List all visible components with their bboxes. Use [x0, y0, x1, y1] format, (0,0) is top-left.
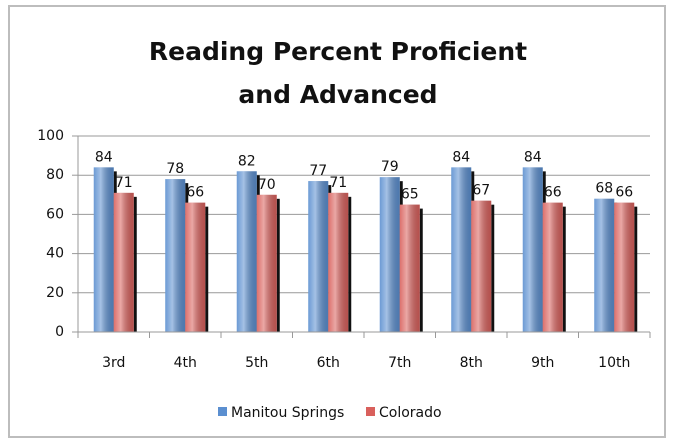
data-label: 71 — [115, 175, 133, 191]
legend-swatch — [366, 407, 375, 416]
x-tick-label: 3rd — [102, 355, 125, 371]
data-label: 84 — [95, 149, 113, 165]
x-tick-label: 4th — [174, 355, 197, 371]
bar-shine — [471, 200, 492, 332]
bar-shine — [165, 179, 186, 332]
bar-shine — [93, 167, 114, 332]
data-label: 66 — [544, 185, 562, 201]
data-label: 65 — [401, 187, 419, 203]
data-label: 84 — [524, 149, 542, 165]
bar-shadow — [562, 206, 566, 332]
legend-label: Colorado — [379, 405, 442, 421]
data-label: 67 — [472, 183, 490, 199]
bar-shine — [399, 204, 420, 332]
data-label: 78 — [166, 161, 184, 177]
data-label: 82 — [238, 153, 256, 169]
bar-shadow — [133, 196, 137, 332]
chart-title: Reading Percent Proficient and Advanced — [148, 37, 528, 109]
bar-shadow — [348, 196, 352, 332]
bar-shine — [308, 181, 329, 332]
x-tick-label: 6th — [317, 355, 340, 371]
x-tick-label: 5th — [245, 355, 268, 371]
data-label: 70 — [258, 177, 276, 193]
bar-shine — [451, 167, 472, 332]
data-label: 68 — [595, 181, 613, 197]
y-tick-label: 100 — [37, 128, 64, 144]
bar-shine — [614, 202, 635, 332]
data-label: 66 — [615, 185, 633, 201]
bar-shadow — [205, 206, 209, 332]
chart-frame — [8, 5, 666, 438]
bar-shadow — [419, 208, 423, 332]
bar-shine — [379, 177, 400, 332]
y-tick-label: 60 — [46, 206, 64, 222]
data-label: 66 — [186, 185, 204, 201]
bar-shine — [594, 198, 615, 332]
legend-label: Manitou Springs — [231, 405, 344, 421]
bar-shine — [185, 202, 206, 332]
bar-shine — [328, 192, 349, 332]
bar-shadow — [491, 204, 495, 332]
data-label: 71 — [329, 175, 347, 191]
bar-shine — [542, 202, 563, 332]
data-label: 79 — [381, 159, 399, 175]
y-tick-label: 80 — [46, 167, 64, 183]
legend-swatch — [218, 407, 227, 416]
y-tick-label: 20 — [46, 285, 64, 301]
bar-shine — [236, 171, 257, 332]
data-label: 77 — [309, 163, 327, 179]
y-tick-label: 0 — [55, 324, 64, 340]
x-tick-label: 8th — [460, 355, 483, 371]
bar-shadow — [276, 198, 280, 332]
bar-shine — [522, 167, 543, 332]
x-tick-label: 7th — [388, 355, 411, 371]
bar-shadow — [634, 206, 638, 332]
x-tick-label: 9th — [531, 355, 554, 371]
bar-shine — [113, 192, 134, 332]
bar-shine — [256, 194, 277, 332]
x-tick-label: 10th — [598, 355, 630, 371]
y-tick-label: 40 — [46, 246, 64, 262]
data-label: 84 — [452, 149, 470, 165]
